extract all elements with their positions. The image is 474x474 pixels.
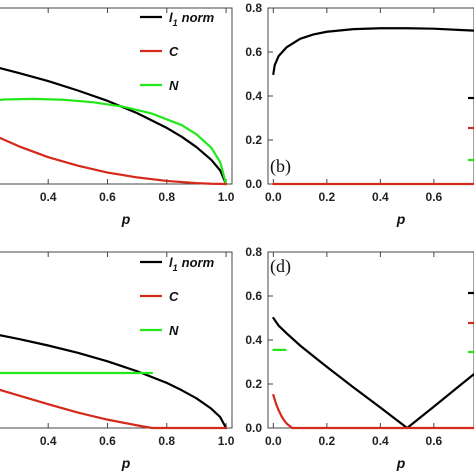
x-tick-label: 0.2 xyxy=(319,190,336,204)
legend-right-partial xyxy=(468,96,474,354)
series-l1-norm-line xyxy=(272,27,474,76)
x-tick-label: 1.0 xyxy=(218,434,235,448)
y-tick-label: 0.4 xyxy=(245,333,262,347)
x-tick-label: 0.2 xyxy=(319,434,336,448)
legend-bottom: l1 norm C N xyxy=(140,255,215,338)
x-tick-label: 1.0 xyxy=(218,190,235,204)
y-tick-label: 0.0 xyxy=(245,177,262,191)
x-tick-label: 0.6 xyxy=(99,434,116,448)
x-axis-label: p xyxy=(121,455,131,471)
y-tick-label: 0.8 xyxy=(245,1,262,15)
legend-top: l1 norm C N xyxy=(140,10,215,93)
x-tick-label: 0.8 xyxy=(158,190,175,204)
series-l1-norm-line xyxy=(0,334,228,430)
y-tick-label: 0.2 xyxy=(245,377,262,391)
legend-c-label: C xyxy=(169,289,179,304)
y-tick-label: 0.6 xyxy=(245,45,262,59)
plot-frame xyxy=(267,7,474,185)
legend-n-label: N xyxy=(169,323,179,338)
x-tick-label: 0.6 xyxy=(426,434,443,448)
x-tick-label: 0.4 xyxy=(372,190,389,204)
y-tick-label: 0.0 xyxy=(245,421,262,435)
x-tick-label: 0.0 xyxy=(265,434,282,448)
series-c-line xyxy=(0,136,228,186)
x-axis-label: p xyxy=(396,455,406,471)
y-tick-label: 0.2 xyxy=(245,133,262,147)
legend-c-label: C xyxy=(169,44,179,59)
x-tick-label: 0.4 xyxy=(372,434,389,448)
x-axis-label: p xyxy=(121,211,131,227)
plot-frame xyxy=(0,7,233,185)
panel-bottom-right: 0.0 0.2 0.4 0.6 0.0 0.2 0.4 0.6 0.8 p (d) xyxy=(245,245,474,471)
panel-top-left: 0.20.40.60.81.0p xyxy=(0,7,235,227)
x-tick-label: 0.0 xyxy=(265,190,282,204)
panel-label: (b) xyxy=(270,156,291,177)
y-tick-label: 0.4 xyxy=(245,89,262,103)
series-l1-norm-line xyxy=(0,67,228,186)
panel-label: (d) xyxy=(270,256,291,277)
x-tick-label: 0.8 xyxy=(158,434,175,448)
panel-top-right: 0.0 0.2 0.4 0.6 0.0 0.2 0.4 0.6 0.8 p (b) xyxy=(245,1,474,227)
x-tick-label: 0.4 xyxy=(40,434,57,448)
x-tick-label: 0.6 xyxy=(99,190,116,204)
series-c-line xyxy=(272,393,474,430)
x-axis-label: p xyxy=(396,211,406,227)
x-tick-label: 0.6 xyxy=(426,190,443,204)
legend-l1-label: l1 norm xyxy=(169,255,215,273)
legend-n-label: N xyxy=(169,78,179,93)
panel-bottom-left: 0.20.40.60.81.0p xyxy=(0,251,235,471)
series-l1-norm-line xyxy=(272,316,474,430)
legend-l1-label: l1 norm xyxy=(169,10,215,28)
y-tick-label: 0.8 xyxy=(245,245,262,259)
y-tick-label: 0.6 xyxy=(245,289,262,303)
x-tick-label: 0.4 xyxy=(40,190,57,204)
plot-frame xyxy=(0,251,233,429)
series-n-line xyxy=(0,97,228,186)
series-c-line xyxy=(0,388,228,430)
